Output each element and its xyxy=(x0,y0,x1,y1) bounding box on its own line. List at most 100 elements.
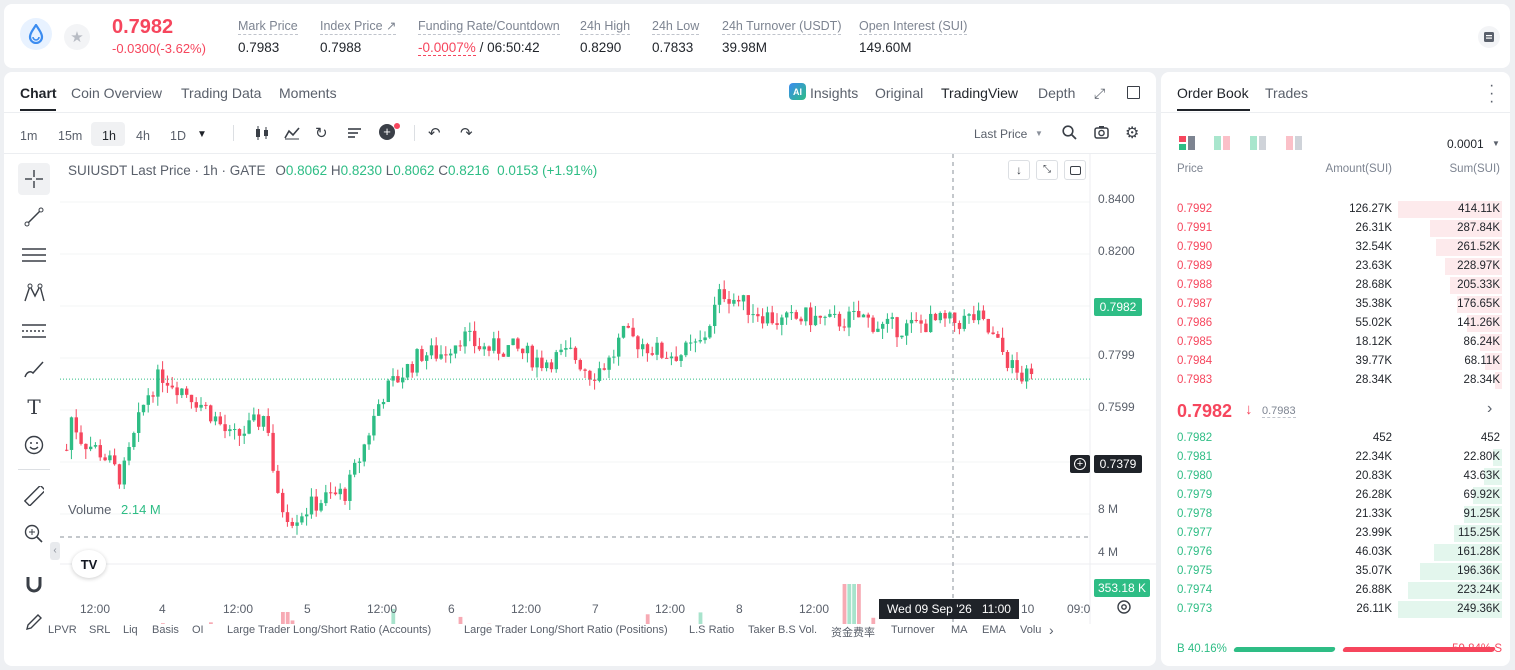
camera-icon[interactable] xyxy=(1094,125,1109,142)
collapse-toolbar-icon[interactable]: ‹ xyxy=(50,542,60,560)
ask-row[interactable]: 0.7989 23.63K 228.97K xyxy=(1161,257,1510,276)
candle-body xyxy=(199,404,203,408)
buy-ratio: B 40.16% xyxy=(1177,643,1227,655)
bid-row[interactable]: 0.7977 23.99K 115.25K xyxy=(1161,524,1510,543)
indicator-tab[interactable]: Taker B.S Vol. xyxy=(748,624,818,636)
indicator-tab[interactable]: Large Trader Long/Short Ratio (Positions… xyxy=(464,624,668,636)
view-tab-tradingview[interactable]: TradingView xyxy=(941,85,1019,101)
interval-1d[interactable]: 1D xyxy=(170,129,186,143)
candle-body xyxy=(156,369,160,397)
tab-trades[interactable]: Trades xyxy=(1265,85,1309,101)
magnet-tool-icon[interactable] xyxy=(18,568,50,600)
notes-icon[interactable] xyxy=(1478,26,1500,48)
redo-icon[interactable]: ↷ xyxy=(460,125,473,142)
window-icon[interactable] xyxy=(1127,86,1140,99)
trend-line-tool-icon[interactable] xyxy=(18,201,50,233)
candle-type-icon[interactable] xyxy=(254,126,270,143)
indicator-tab[interactable]: Volu xyxy=(1020,624,1042,636)
crosshair-tool-icon[interactable] xyxy=(18,163,50,195)
collapse-pane-icon[interactable]: ⤡ xyxy=(1036,160,1058,180)
candle-body xyxy=(482,346,486,350)
indicator-tab[interactable]: Basis xyxy=(152,624,179,636)
layout-both-icon[interactable] xyxy=(1179,136,1195,153)
templates-icon[interactable] xyxy=(347,126,363,143)
indicator-tab[interactable]: OI xyxy=(192,624,204,636)
bid-row[interactable]: 0.7973 26.11K 249.36K xyxy=(1161,600,1510,619)
layout-asks-icon[interactable] xyxy=(1286,136,1302,153)
ask-row[interactable]: 0.7992 126.27K 414.11K xyxy=(1161,200,1510,219)
crosshair-add-icon[interactable]: + xyxy=(1070,455,1090,473)
view-tab-insights[interactable]: Insights xyxy=(810,85,859,101)
ruler-tool-icon[interactable] xyxy=(18,480,50,512)
interval-15m[interactable]: 15m xyxy=(58,129,83,143)
fib-lines-tool-icon[interactable] xyxy=(18,239,50,271)
zoom-in-tool-icon[interactable] xyxy=(18,518,50,550)
view-tab-depth[interactable]: Depth xyxy=(1038,85,1076,101)
ask-row[interactable]: 0.7990 32.54K 261.52K xyxy=(1161,238,1510,257)
undo-icon[interactable]: ↶ xyxy=(428,125,441,142)
indicator-tab[interactable]: 资金费率 xyxy=(831,627,875,639)
price-type-dropdown-icon[interactable]: ▼ xyxy=(1035,129,1043,138)
indicator-tab[interactable]: LPVR xyxy=(48,624,77,636)
tab-chart[interactable]: Chart xyxy=(20,85,57,101)
ask-row[interactable]: 0.7986 55.02K 141.26K xyxy=(1161,314,1510,333)
indicator-tab[interactable]: Large Trader Long/Short Ratio (Accounts) xyxy=(227,624,432,636)
bottom-tabs-next-icon[interactable]: › xyxy=(1049,622,1054,638)
view-tab-original[interactable]: Original xyxy=(875,85,924,101)
text-tool-icon[interactable]: T xyxy=(27,395,41,419)
indicator-tab[interactable]: EMA xyxy=(982,624,1006,636)
indicator-tab[interactable]: Liq xyxy=(123,624,138,636)
interval-1m[interactable]: 1m xyxy=(20,129,38,143)
legend-symbol: SUIUSDT Last Price · 1h · GATE xyxy=(68,163,266,178)
bid-row[interactable]: 0.7980 20.83K 43.63K xyxy=(1161,467,1510,486)
candlestick-chart[interactable] xyxy=(60,154,1156,624)
bid-row[interactable]: 0.7979 26.28K 69.92K xyxy=(1161,486,1510,505)
layout-mixed-icon[interactable] xyxy=(1214,136,1230,153)
interval-4h[interactable]: 4h xyxy=(136,129,150,143)
tab-moments[interactable]: Moments xyxy=(279,85,337,101)
tab-order-book[interactable]: Order Book xyxy=(1177,85,1249,101)
pencil-lock-tool-icon[interactable] xyxy=(18,606,50,638)
indicators-icon[interactable] xyxy=(284,126,300,143)
bid-row[interactable]: 0.7982 452 452 xyxy=(1161,429,1510,448)
ask-row[interactable]: 0.7988 28.68K 205.33K xyxy=(1161,276,1510,295)
price-type-select[interactable]: Last Price xyxy=(974,127,1028,141)
ask-row[interactable]: 0.7991 26.31K 287.84K xyxy=(1161,219,1510,238)
measure-lines-tool-icon[interactable] xyxy=(18,315,50,347)
indicator-tab[interactable]: SRL xyxy=(89,624,111,636)
precision-dropdown-icon[interactable]: ▼ xyxy=(1492,139,1500,148)
axis-settings-icon[interactable] xyxy=(1116,599,1132,618)
mid-chevron-right-icon[interactable]: › xyxy=(1487,400,1493,417)
candle-body xyxy=(602,368,606,370)
brush-tool-icon[interactable] xyxy=(18,353,50,385)
layout-bids-icon[interactable] xyxy=(1250,136,1266,153)
replay-icon[interactable]: ↻ xyxy=(315,125,328,142)
tab-trading-data[interactable]: Trading Data xyxy=(181,85,262,101)
ask-row[interactable]: 0.7983 28.34K 28.34K xyxy=(1161,371,1510,390)
interval-1h[interactable]: 1h xyxy=(102,129,116,143)
expand-icon[interactable]: ⤢ xyxy=(1094,85,1106,101)
emoji-tool-icon[interactable] xyxy=(18,429,50,461)
bid-row[interactable]: 0.7981 22.34K 22.80K xyxy=(1161,448,1510,467)
search-icon[interactable] xyxy=(1062,125,1077,143)
scroll-down-icon[interactable]: ↓ xyxy=(1008,160,1030,180)
add-alert-icon[interactable]: + xyxy=(379,124,395,140)
bid-row[interactable]: 0.7978 21.33K 91.25K xyxy=(1161,505,1510,524)
ask-row[interactable]: 0.7985 18.12K 86.24K xyxy=(1161,333,1510,352)
bid-row[interactable]: 0.7976 46.03K 161.28K xyxy=(1161,543,1510,562)
precision-select[interactable]: 0.0001 xyxy=(1447,137,1484,151)
ask-row[interactable]: 0.7987 35.38K 176.65K xyxy=(1161,295,1510,314)
indicator-tab[interactable]: L.S Ratio xyxy=(689,624,735,636)
favorite-star-icon[interactable]: ★ xyxy=(64,24,90,50)
maximize-pane-icon[interactable] xyxy=(1064,160,1086,180)
bid-row[interactable]: 0.7975 35.07K 196.36K xyxy=(1161,562,1510,581)
indicator-tab[interactable]: MA xyxy=(951,624,968,636)
pattern-tool-icon[interactable] xyxy=(18,277,50,309)
indicator-tab[interactable]: Turnover xyxy=(891,624,935,636)
more-menu-icon[interactable]: · · · xyxy=(1489,77,1495,110)
bid-row[interactable]: 0.7974 26.88K 223.24K xyxy=(1161,581,1510,600)
ask-row[interactable]: 0.7984 39.77K 68.11K xyxy=(1161,352,1510,371)
tab-coin-overview[interactable]: Coin Overview xyxy=(71,85,163,101)
settings-gear-icon[interactable]: ⚙ xyxy=(1125,125,1140,142)
interval-dropdown-icon[interactable]: ▼ xyxy=(197,129,207,140)
